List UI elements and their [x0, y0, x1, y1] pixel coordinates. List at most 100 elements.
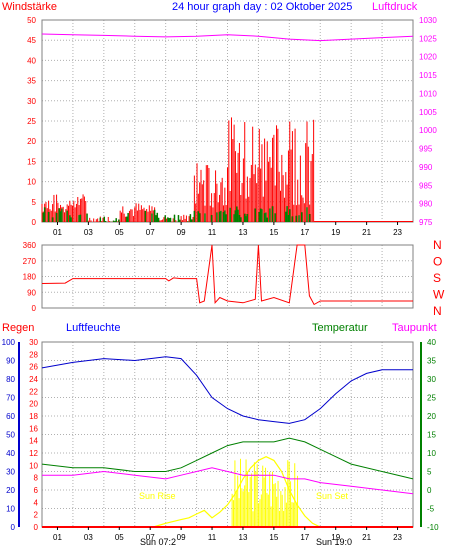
hour-label: 11	[208, 228, 217, 237]
temperature-tick-label: 40	[427, 338, 436, 347]
pressure-tick-label: 990	[419, 163, 433, 172]
pressure-tick-label: 1030	[419, 16, 437, 25]
hour-label: 21	[362, 228, 371, 237]
temperature-tick-label: 0	[427, 486, 432, 495]
direction-line	[41, 244, 413, 306]
wind-tick-label: 30	[27, 97, 36, 106]
hour-label: 15	[269, 228, 278, 237]
direction-degree-label: 90	[27, 288, 36, 297]
sunset-label: Sun Set	[316, 491, 349, 501]
rain-tick-label: 12	[29, 449, 38, 458]
temperature-tick-label: 5	[427, 468, 432, 477]
wind-tick-label: 10	[27, 178, 36, 187]
hour-label: 17	[300, 228, 309, 237]
chart-title: 24 hour graph day : 02 Oktober 2025	[172, 1, 352, 13]
rain-tick-label: 2	[34, 511, 39, 520]
temperature-tick-label: 15	[427, 431, 436, 440]
hour-label: 23	[393, 533, 402, 542]
humidity-tick-label: 80	[6, 375, 15, 384]
direction-compass-label: W	[433, 288, 445, 302]
temperature-tick-label: 25	[427, 394, 436, 403]
humidity-tick-label: 0	[11, 523, 16, 532]
rain-tick-label: 8	[34, 474, 39, 483]
hour-label: 05	[115, 228, 124, 237]
direction-degree-label: 180	[23, 273, 37, 282]
pressure-tick-label: 1005	[419, 108, 437, 117]
pressure-line	[41, 33, 414, 42]
wind-tick-label: 15	[27, 157, 36, 166]
hour-label: 05	[115, 533, 124, 542]
rain-tick-label: 14	[29, 437, 38, 446]
hour-label: 09	[177, 533, 186, 542]
rain-tick-label: 20	[29, 400, 38, 409]
wind-axis-ticks: 0 5 10 15 20 25 30 35 40 45 50	[27, 16, 36, 227]
temperature-tick-label: -5	[427, 505, 435, 514]
humidity-tick-label: 50	[6, 431, 15, 440]
direction-degree-label: 270	[23, 257, 37, 266]
humidity-tick-label: 70	[6, 394, 15, 403]
hour-label: 15	[269, 533, 278, 542]
humidity-tick-label: 30	[6, 468, 15, 477]
hour-label: 21	[362, 533, 371, 542]
rain-tick-label: 16	[29, 424, 38, 433]
solar-line	[42, 456, 413, 528]
temperature-tick-label: 35	[427, 357, 436, 366]
pressure-tick-label: 1000	[419, 126, 437, 135]
sunset-time-label: Sun 19:0	[316, 537, 352, 547]
rain-tick-label: 0	[34, 523, 39, 532]
rain-axis-label: Regen	[2, 322, 34, 334]
humidity-tick-label: 20	[6, 486, 15, 495]
humidity-line	[41, 356, 413, 424]
hour-label: 07	[146, 533, 155, 542]
hour-label: 07	[146, 228, 155, 237]
pressure-axis-ticks: 975 980 985 990 995 1000 1005 1010 1015 1020 1025 1…	[419, 16, 437, 227]
wind-axis-label: Windstärke	[2, 1, 57, 13]
hour-label: 09	[177, 228, 186, 237]
wind-tick-label: 40	[27, 56, 36, 65]
hour-label: 03	[84, 228, 93, 237]
temperature-axis-ticks: -10 -5 0 5 10 15 20 25 30 35 40	[420, 338, 439, 532]
rain-tick-label: 22	[29, 387, 38, 396]
wind-tick-label: 5	[32, 198, 37, 207]
wind-bars	[41, 117, 413, 222]
rain-tick-label: 6	[34, 486, 39, 495]
humidity-grid	[41, 341, 414, 528]
humidity-tick-label: 40	[6, 449, 15, 458]
solar-bars	[42, 456, 413, 528]
hour-label: 17	[300, 533, 309, 542]
pressure-tick-label: 975	[419, 218, 433, 227]
rain-tick-label: 18	[29, 412, 38, 421]
wind-hour-labels: 01 03 05 07 09 11 13 15 17 19 21 23	[53, 222, 403, 237]
direction-grid-frame	[41, 244, 414, 309]
temperature-tick-label: 20	[427, 412, 436, 421]
pressure-tick-label: 995	[419, 145, 433, 154]
sunrise-time-label: Sun 07:2	[140, 537, 176, 547]
temperature-line	[41, 437, 414, 480]
rain-tick-label: 30	[29, 338, 38, 347]
rain-tick-label: 26	[29, 363, 38, 372]
hour-label: 13	[239, 228, 248, 237]
direction-grid	[41, 244, 414, 309]
temperature-tick-label: 10	[427, 449, 436, 458]
wind-tick-label: 45	[27, 36, 36, 45]
rain-tick-label: 4	[34, 498, 39, 507]
humidity-tick-label: 60	[6, 412, 15, 421]
humidity-hour-labels: 01 03 05 07 09 11 13 15 17 19 21 23	[53, 527, 403, 542]
humidity-tick-label: 10	[6, 505, 15, 514]
hour-label: 11	[208, 533, 217, 542]
wind-tick-label: 0	[32, 218, 37, 227]
hour-label: 23	[393, 228, 402, 237]
direction-degree-label: 360	[23, 241, 37, 250]
pressure-tick-label: 1015	[419, 71, 437, 80]
hour-label: 19	[331, 533, 340, 542]
temperature-tick-label: 30	[427, 375, 436, 384]
rain-tick-label: 10	[29, 461, 38, 470]
direction-degree-ticks: 0 90 180 270 360	[23, 241, 37, 313]
pressure-tick-label: 1020	[419, 53, 437, 62]
temperature-tick-label: -10	[427, 523, 439, 532]
hour-label: 01	[53, 228, 62, 237]
humidity-tick-label: 100	[2, 338, 16, 347]
humidity-axis-label: Luftfeuchte	[66, 322, 120, 334]
